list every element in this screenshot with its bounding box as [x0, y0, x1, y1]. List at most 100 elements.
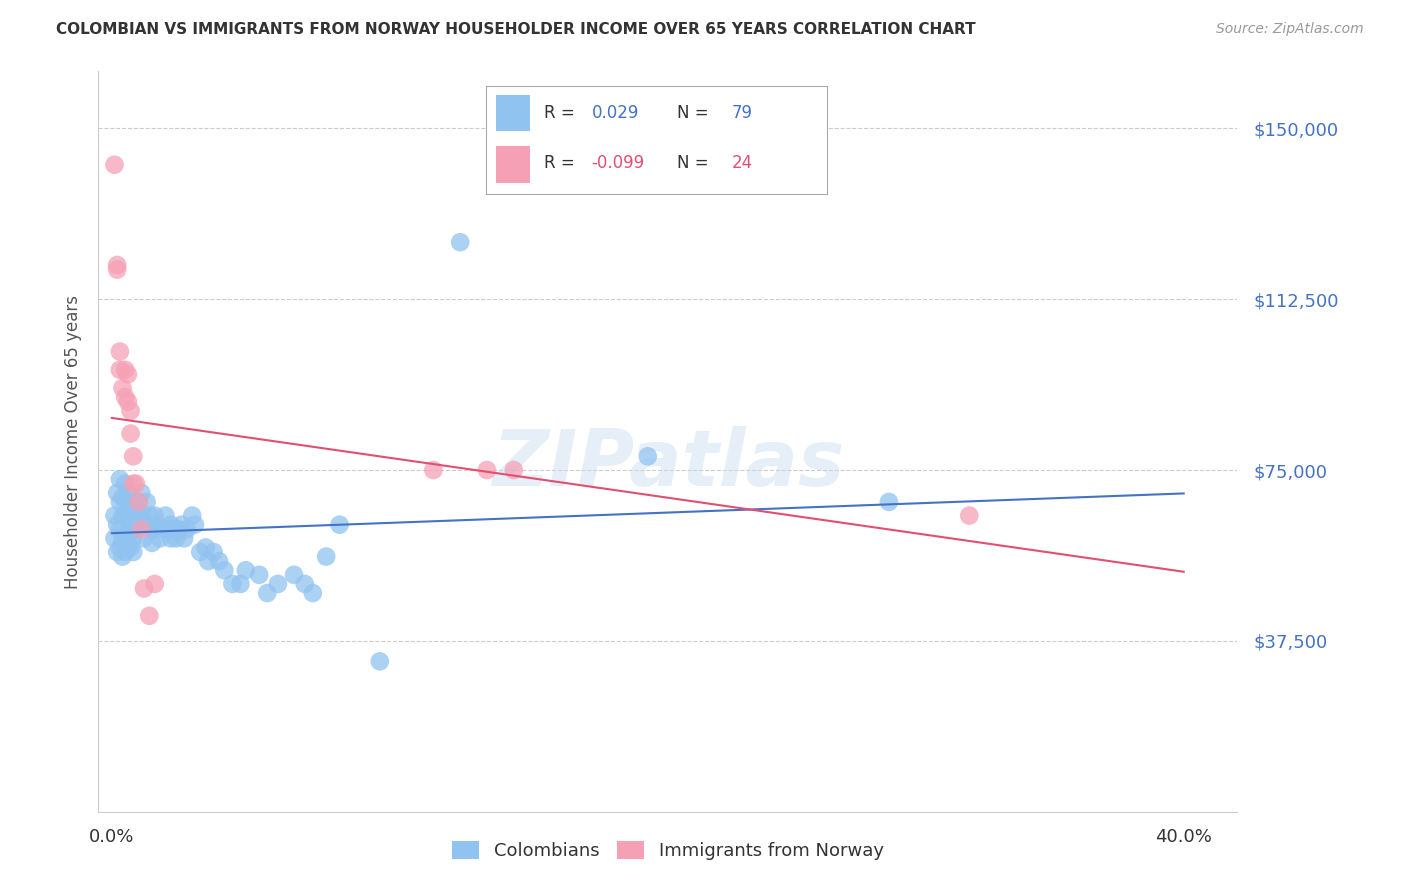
Point — [117, 508, 139, 523]
Point — [122, 476, 145, 491]
Point — [117, 368, 139, 382]
Point — [143, 577, 166, 591]
Point — [877, 495, 900, 509]
Point — [267, 577, 290, 591]
Point — [120, 426, 142, 441]
Point — [108, 344, 131, 359]
Point — [128, 495, 150, 509]
Point — [103, 532, 125, 546]
Point — [105, 517, 128, 532]
Point — [315, 549, 337, 564]
Point — [114, 532, 136, 546]
Point — [214, 563, 236, 577]
Point — [111, 491, 134, 505]
Point — [111, 532, 134, 546]
Legend: Colombians, Immigrants from Norway: Colombians, Immigrants from Norway — [443, 832, 893, 870]
Point — [301, 586, 323, 600]
Point — [117, 485, 139, 500]
Point — [135, 495, 157, 509]
Point — [256, 586, 278, 600]
Point — [122, 450, 145, 464]
Point — [114, 363, 136, 377]
Point — [103, 158, 125, 172]
Point — [111, 508, 134, 523]
Point — [162, 522, 184, 536]
Point — [108, 541, 131, 555]
Point — [141, 522, 163, 536]
Point — [114, 390, 136, 404]
Point — [221, 577, 243, 591]
Point — [132, 513, 155, 527]
Point — [138, 608, 160, 623]
Point — [125, 476, 148, 491]
Text: Source: ZipAtlas.com: Source: ZipAtlas.com — [1216, 22, 1364, 37]
Point — [120, 508, 142, 523]
Point — [108, 363, 131, 377]
Point — [129, 522, 152, 536]
Point — [247, 567, 270, 582]
Point — [114, 508, 136, 523]
Point — [149, 532, 172, 546]
Point — [181, 508, 204, 523]
Point — [502, 463, 524, 477]
Point — [143, 508, 166, 523]
Point — [138, 508, 160, 523]
Point — [146, 517, 169, 532]
Point — [329, 517, 352, 532]
Point — [194, 541, 217, 555]
Point — [117, 394, 139, 409]
Point — [120, 517, 142, 532]
Point — [105, 258, 128, 272]
Text: COLOMBIAN VS IMMIGRANTS FROM NORWAY HOUSEHOLDER INCOME OVER 65 YEARS CORRELATION: COLOMBIAN VS IMMIGRANTS FROM NORWAY HOUS… — [56, 22, 976, 37]
Point — [122, 513, 145, 527]
Point — [449, 235, 471, 250]
Point — [117, 526, 139, 541]
Point — [422, 463, 444, 477]
Point — [475, 463, 498, 477]
Point — [637, 450, 659, 464]
Point — [108, 495, 131, 509]
Point — [125, 522, 148, 536]
Point — [114, 545, 136, 559]
Point — [103, 508, 125, 523]
Point — [167, 522, 190, 536]
Point — [159, 517, 181, 532]
Point — [120, 495, 142, 509]
Text: ZIPatlas: ZIPatlas — [492, 425, 844, 502]
Point — [129, 508, 152, 523]
Point — [117, 541, 139, 555]
Point — [141, 536, 163, 550]
Point — [120, 404, 142, 418]
Point — [132, 532, 155, 546]
Point — [111, 381, 134, 395]
Point — [120, 541, 142, 555]
Point — [128, 495, 150, 509]
Point — [165, 532, 187, 546]
Point — [132, 582, 155, 596]
Point — [229, 577, 252, 591]
Point — [173, 532, 195, 546]
Point — [114, 476, 136, 491]
Point — [152, 522, 174, 536]
Point — [208, 554, 231, 568]
Point — [108, 522, 131, 536]
Point — [122, 545, 145, 559]
Point — [283, 567, 305, 582]
Point — [125, 504, 148, 518]
Point — [184, 517, 207, 532]
Point — [135, 517, 157, 532]
Point — [105, 545, 128, 559]
Point — [157, 522, 180, 536]
Point — [105, 485, 128, 500]
Point — [170, 517, 193, 532]
Y-axis label: Householder Income Over 65 years: Householder Income Over 65 years — [63, 294, 82, 589]
Point — [114, 495, 136, 509]
Point — [368, 654, 391, 668]
Point — [294, 577, 316, 591]
Point — [155, 508, 177, 523]
Point — [235, 563, 257, 577]
Point — [188, 545, 211, 559]
Point — [957, 508, 980, 523]
Point — [197, 554, 219, 568]
Point — [105, 262, 128, 277]
